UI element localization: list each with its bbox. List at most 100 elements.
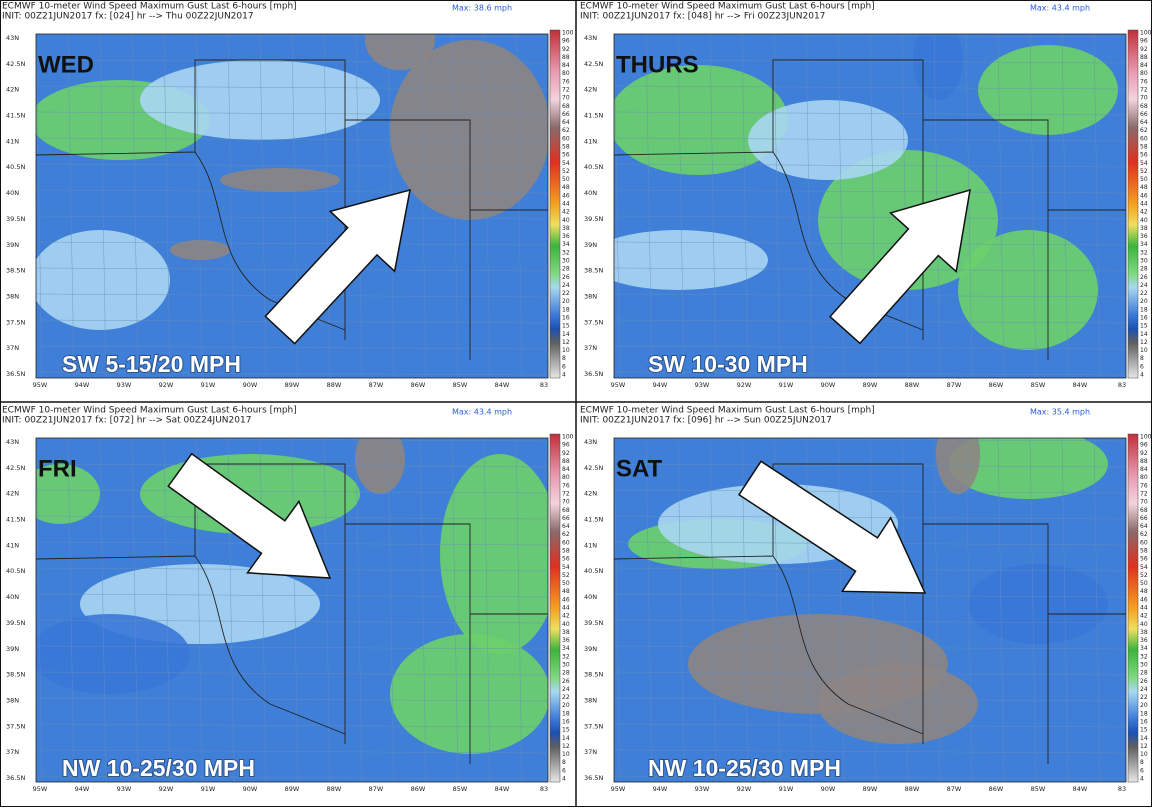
lat-label: 41N xyxy=(6,541,19,549)
colorbar-label: 28 xyxy=(562,266,570,273)
colorbar-label: 46 xyxy=(1140,596,1148,603)
wind-arrow xyxy=(737,460,927,594)
colorbar-label: 6 xyxy=(1140,363,1144,370)
colorbar-label: 38 xyxy=(1140,225,1148,232)
colorbar-label: 36 xyxy=(1140,233,1148,240)
colorbar-label: 44 xyxy=(1140,201,1148,208)
colorbar-label: 60 xyxy=(1140,135,1148,142)
field-patch xyxy=(140,60,380,140)
colorbar-label: 52 xyxy=(562,168,570,175)
colorbar-label: 14 xyxy=(1140,331,1148,338)
lat-label: 41N xyxy=(584,137,597,145)
lon-label: 94W xyxy=(653,785,668,793)
county-line xyxy=(1061,438,1069,782)
colorbar-label: 88 xyxy=(562,458,570,465)
county-line xyxy=(677,438,685,782)
colorbar-label: 38 xyxy=(562,225,570,232)
colorbar-label: 32 xyxy=(562,653,570,660)
county-line xyxy=(614,85,1126,90)
colorbar-label: 16 xyxy=(1140,719,1148,726)
field-patch xyxy=(365,34,435,70)
colorbar-label: 68 xyxy=(1140,103,1148,110)
colorbar xyxy=(1127,29,1139,379)
wind-arrow xyxy=(264,188,411,345)
lat-label: 38.5N xyxy=(6,267,25,275)
lon-label: 90W xyxy=(243,381,258,389)
lon-label: 95W xyxy=(611,785,626,793)
wind-summary: SW 5-15/20 MPH xyxy=(62,351,241,377)
colorbar-label: 58 xyxy=(562,548,570,555)
colorbar-label: 100 xyxy=(1140,30,1152,37)
colorbar-label: 76 xyxy=(562,78,570,85)
lon-label: 87W xyxy=(947,785,962,793)
county-line xyxy=(36,671,548,676)
day-label: THURS xyxy=(616,51,699,78)
colorbar-label: 54 xyxy=(562,160,570,167)
colorbar-label: 10 xyxy=(1140,751,1148,758)
colorbar-label: 76 xyxy=(1140,78,1148,85)
day-label: SAT xyxy=(616,455,663,482)
county-line xyxy=(614,671,1126,676)
lon-label: 92W xyxy=(737,785,752,793)
county-line xyxy=(614,463,1126,468)
lat-label: 40N xyxy=(584,189,597,197)
colorbar-label: 6 xyxy=(1140,767,1144,774)
colorbar-label: 92 xyxy=(562,46,570,53)
panel-header: ECMWF 10-meter Wind Speed Maximum Gust L… xyxy=(2,406,297,416)
county-line xyxy=(837,438,845,782)
panel-max: Max: 38.6 mph xyxy=(452,4,512,13)
lon-label: 84W xyxy=(1073,785,1088,793)
map-frame xyxy=(613,437,1127,783)
map-frame xyxy=(613,33,1127,379)
county-line xyxy=(614,59,1126,64)
lon-label: 95W xyxy=(611,381,626,389)
colorbar-label: 96 xyxy=(562,442,570,449)
colorbar-label: 80 xyxy=(562,474,570,481)
lat-label: 40N xyxy=(6,189,19,197)
colorbar-label: 92 xyxy=(1140,450,1148,457)
lat-label: 43N xyxy=(584,34,597,42)
county-line xyxy=(36,593,548,598)
map-frame xyxy=(35,33,549,379)
colorbar-label: 24 xyxy=(1140,282,1148,289)
county-line xyxy=(36,241,548,246)
county-line xyxy=(67,34,75,378)
lon-label: 90W xyxy=(243,785,258,793)
colorbar-label: 50 xyxy=(1140,580,1148,587)
colorbar-label: 84 xyxy=(562,466,570,473)
colorbar-label: 60 xyxy=(562,539,570,546)
day-label: WED xyxy=(38,51,94,78)
wind-arrow xyxy=(829,188,971,345)
county-line xyxy=(36,267,548,272)
colorbar-label: 4 xyxy=(562,372,566,379)
field-patch xyxy=(614,65,788,175)
lat-label: 40.5N xyxy=(584,567,603,575)
lat-label: 37.5N xyxy=(6,318,25,326)
colorbar-label: 54 xyxy=(562,564,570,571)
county-line xyxy=(997,438,1005,782)
colorbar-label: 22 xyxy=(562,290,570,297)
lon-label: 83 xyxy=(540,381,548,389)
lat-label: 39N xyxy=(584,241,597,249)
county-line xyxy=(515,438,523,782)
colorbar-label: 72 xyxy=(562,491,570,498)
lat-label: 37N xyxy=(6,344,19,352)
lon-label: 94W xyxy=(75,785,90,793)
lat-label: 42.5N xyxy=(6,60,25,68)
colorbar xyxy=(1127,433,1139,783)
lon-label: 93W xyxy=(117,785,132,793)
county-line xyxy=(99,34,107,378)
colorbar-label: 84 xyxy=(1140,466,1148,473)
lon-label: 93W xyxy=(695,785,710,793)
colorbar-label: 88 xyxy=(1140,458,1148,465)
lon-label: 95W xyxy=(33,381,48,389)
lon-label: 83 xyxy=(540,785,548,793)
wind-arrow xyxy=(167,452,332,579)
colorbar-label: 70 xyxy=(1140,95,1148,102)
colorbar-label: 42 xyxy=(562,209,570,216)
field-patch xyxy=(958,230,1098,350)
county-line xyxy=(36,34,43,378)
colorbar-label: 48 xyxy=(562,184,570,191)
lat-label: 41N xyxy=(584,541,597,549)
